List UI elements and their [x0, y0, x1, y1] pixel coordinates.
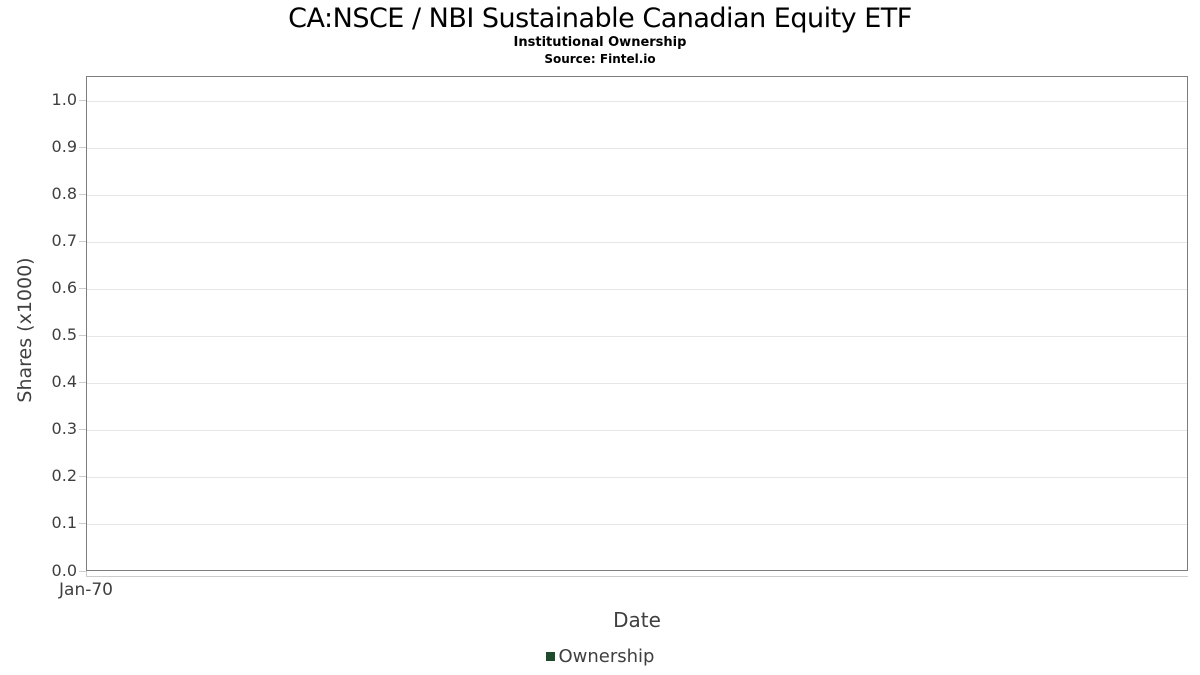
gridline	[87, 524, 1187, 526]
y-tick-mark	[79, 571, 86, 572]
y-tick-label: 0.4	[51, 372, 77, 392]
gridline	[87, 195, 1187, 197]
chart-source: Source: Fintel.io	[544, 52, 656, 66]
y-tick-mark	[79, 429, 86, 430]
y-tick-label: 0.1	[51, 513, 77, 533]
x-axis-line	[86, 576, 1188, 577]
gridline	[87, 101, 1187, 102]
y-tick-mark	[79, 147, 86, 148]
y-tick-label: 0.9	[51, 137, 77, 157]
y-tick-label: 0.6	[51, 278, 77, 298]
y-tick-mark	[79, 523, 86, 524]
legend: Ownership	[0, 646, 1200, 667]
x-tick-label: Jan-70	[59, 580, 113, 600]
chart-title: CA:NSCE / NBI Sustainable Canadian Equit…	[288, 3, 912, 34]
legend-item-label: Ownership	[558, 646, 655, 667]
y-tick-mark	[79, 335, 86, 336]
plot-area	[86, 76, 1188, 571]
y-tick-mark	[79, 382, 86, 383]
y-tick-label: 0.0	[51, 561, 77, 581]
y-tick-mark	[79, 100, 86, 101]
y-tick-label: 0.7	[51, 231, 77, 251]
ownership-series-swatch-icon	[545, 652, 555, 661]
gridline	[87, 383, 1187, 385]
x-axis-title: Date	[613, 608, 661, 632]
gridline	[87, 148, 1187, 150]
x-tick-mark	[86, 571, 87, 577]
gridline	[87, 477, 1187, 479]
y-tick-mark	[79, 288, 86, 289]
gridline	[87, 430, 1187, 432]
y-tick-mark	[79, 194, 86, 195]
y-tick-mark	[79, 241, 86, 242]
y-tick-label: 0.3	[51, 419, 77, 439]
chart-subtitle: Institutional Ownership	[513, 35, 687, 50]
y-tick-label: 0.8	[51, 184, 77, 204]
y-tick-label: 0.5	[51, 325, 77, 345]
gridline	[87, 336, 1187, 338]
gridline	[87, 289, 1187, 291]
y-tick-label: 1.0	[51, 90, 77, 110]
y-tick-mark	[79, 476, 86, 477]
gridline	[87, 242, 1187, 244]
y-tick-label: 0.2	[51, 466, 77, 486]
legend-item-ownership[interactable]: Ownership	[545, 646, 655, 667]
